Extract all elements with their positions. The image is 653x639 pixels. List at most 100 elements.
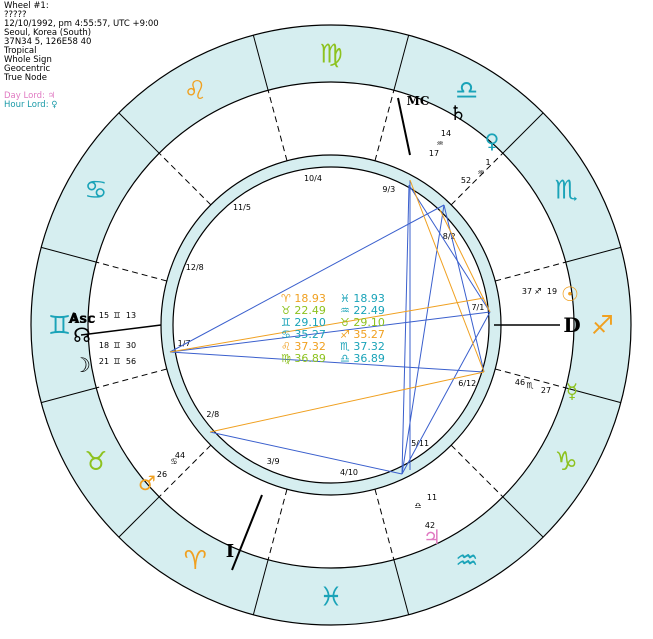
ic-axis <box>231 494 263 571</box>
angle-asc-label: Asc <box>67 311 95 327</box>
mc-axis <box>397 97 411 156</box>
info-line: True Node <box>4 73 47 83</box>
moon-node-minute: 30 <box>126 341 136 350</box>
house-label: 2/8 <box>206 410 219 419</box>
aspect-line <box>439 209 491 313</box>
house-label: 8/2 <box>443 232 456 241</box>
sign-taurus-glyph: ♉ <box>84 447 107 477</box>
aspect-line <box>169 311 491 353</box>
sign-divider <box>41 387 97 404</box>
info-line: ????? <box>4 10 27 20</box>
mars-sign: ♋ <box>170 457 177 466</box>
zodiac-signs: ♈ ♉ ♊ ♋ ♌ ♍ ♎ ♏ ♐ ♑ ♒ ♓ <box>41 35 621 615</box>
sign-divider <box>393 35 410 91</box>
moon-sign: ♊ <box>113 357 120 366</box>
house-cusp-line <box>267 489 288 560</box>
house-cusp-line <box>450 444 504 498</box>
asc-axis <box>80 324 162 336</box>
sign-divider <box>502 112 544 154</box>
aspect-line <box>209 371 485 433</box>
house-label: 3/9 <box>267 457 280 466</box>
sun-sign: ♐ <box>534 287 541 296</box>
aspect-line <box>409 179 485 373</box>
saturn-minute: 17 <box>429 149 439 158</box>
aspect-lines <box>169 179 491 475</box>
moon-node-sign: ♊ <box>113 341 120 350</box>
mercury-degree: 27 <box>541 386 551 395</box>
sign-gemini-glyph: ♊ <box>48 311 71 341</box>
sign-divider <box>41 246 97 263</box>
house-label: 11/5 <box>233 203 251 212</box>
aspect-line <box>401 311 491 475</box>
jupiter-glyph: ♃ <box>423 525 441 549</box>
sign-libra-glyph: ♎ <box>455 76 478 106</box>
mars-glyph: ♂ <box>138 471 156 495</box>
aspect-line <box>169 297 485 353</box>
sign-pisces-glyph: ♓ <box>319 583 342 613</box>
aspect-value: ♍ 36.89 <box>281 352 326 365</box>
aspect-value: ♐ 35.27 <box>340 328 385 341</box>
info-line: Tropical <box>4 46 37 56</box>
aspect-value: ♉ 29.10 <box>340 316 385 329</box>
house-label: 1/7 <box>178 339 191 348</box>
sign-divider <box>252 35 269 91</box>
aspect-line <box>401 184 410 475</box>
jupiter-sign: ♎ <box>414 501 421 510</box>
aspect-line <box>169 204 445 353</box>
sign-divider <box>565 246 621 263</box>
chart-info: Wheel #1: ????? 12/10/1992, pm 4:55:57, … <box>4 2 159 110</box>
aspect-value: ♎ 36.89 <box>340 352 385 365</box>
aspect-value: ♒ 22.49 <box>340 304 385 317</box>
sign-divider <box>393 559 410 615</box>
house-label: 4/10 <box>340 468 358 477</box>
saturn-degree: 14 <box>441 129 451 138</box>
saturn-glyph: ♄ <box>449 101 467 125</box>
sun-minute: 37 <box>522 287 532 296</box>
house-cusp-line <box>374 90 395 161</box>
moon-node-degree: 18 <box>99 341 109 350</box>
mercury-glyph: ☿ <box>566 379 578 403</box>
house-cusp-line <box>158 444 212 498</box>
asc-minute: 13 <box>126 311 136 320</box>
venus-sign: ♒ <box>477 168 484 177</box>
info-line: Seoul, Korea (South) <box>4 28 92 38</box>
jupiter-minute: 42 <box>425 521 435 530</box>
sign-scorpio-glyph: ♏ <box>554 175 577 205</box>
house-cusp-line <box>495 368 566 389</box>
info-line: Geocentric <box>4 64 51 74</box>
house-label: 10/4 <box>304 174 322 183</box>
info-line: Wheel #1: <box>4 1 49 11</box>
venus-minute: 52 <box>461 176 471 185</box>
jupiter-degree: 11 <box>427 493 437 502</box>
mars-minute: 44 <box>175 451 185 460</box>
mars-degree: 26 <box>157 470 167 479</box>
sun-degree: 19 <box>547 287 557 296</box>
moon-glyph: ☽ <box>73 353 91 377</box>
aspect-line <box>408 184 491 313</box>
sign-virgo-glyph: ♍ <box>319 40 342 70</box>
asc-degree: 15 <box>99 311 109 320</box>
sign-aries-glyph: ♈ <box>184 546 207 576</box>
sign-leo-glyph: ♌ <box>184 76 207 106</box>
sun-glyph: ☉ <box>561 282 579 306</box>
house-cusp-line <box>450 152 504 206</box>
house-label: 5/11 <box>411 439 429 448</box>
aspect-value: ♋ 35.27 <box>281 328 326 341</box>
mercury-minute: 46 <box>515 378 525 387</box>
sign-divider <box>502 496 544 538</box>
sign-divider <box>565 387 621 404</box>
house-cusp-line <box>374 489 395 560</box>
angle-ic-label: I <box>226 541 234 562</box>
aspect-value: ♉ 22.49 <box>281 304 326 317</box>
house-cusps: 1/712/811/510/49/38/27/16/125/114/103/92… <box>67 90 581 571</box>
sign-aquarius-glyph: ♒ <box>455 546 478 576</box>
aspect-line <box>169 351 485 373</box>
sign-capricorn-glyph: ♑ <box>554 447 577 477</box>
aspect-line <box>209 431 403 475</box>
aspect-value: ♓ 18.93 <box>340 292 385 305</box>
aspect-value: ♏ 37.32 <box>340 340 385 353</box>
sign-sagittarius-glyph: ♐ <box>591 311 614 341</box>
angle-mc-label: MC <box>407 94 430 108</box>
